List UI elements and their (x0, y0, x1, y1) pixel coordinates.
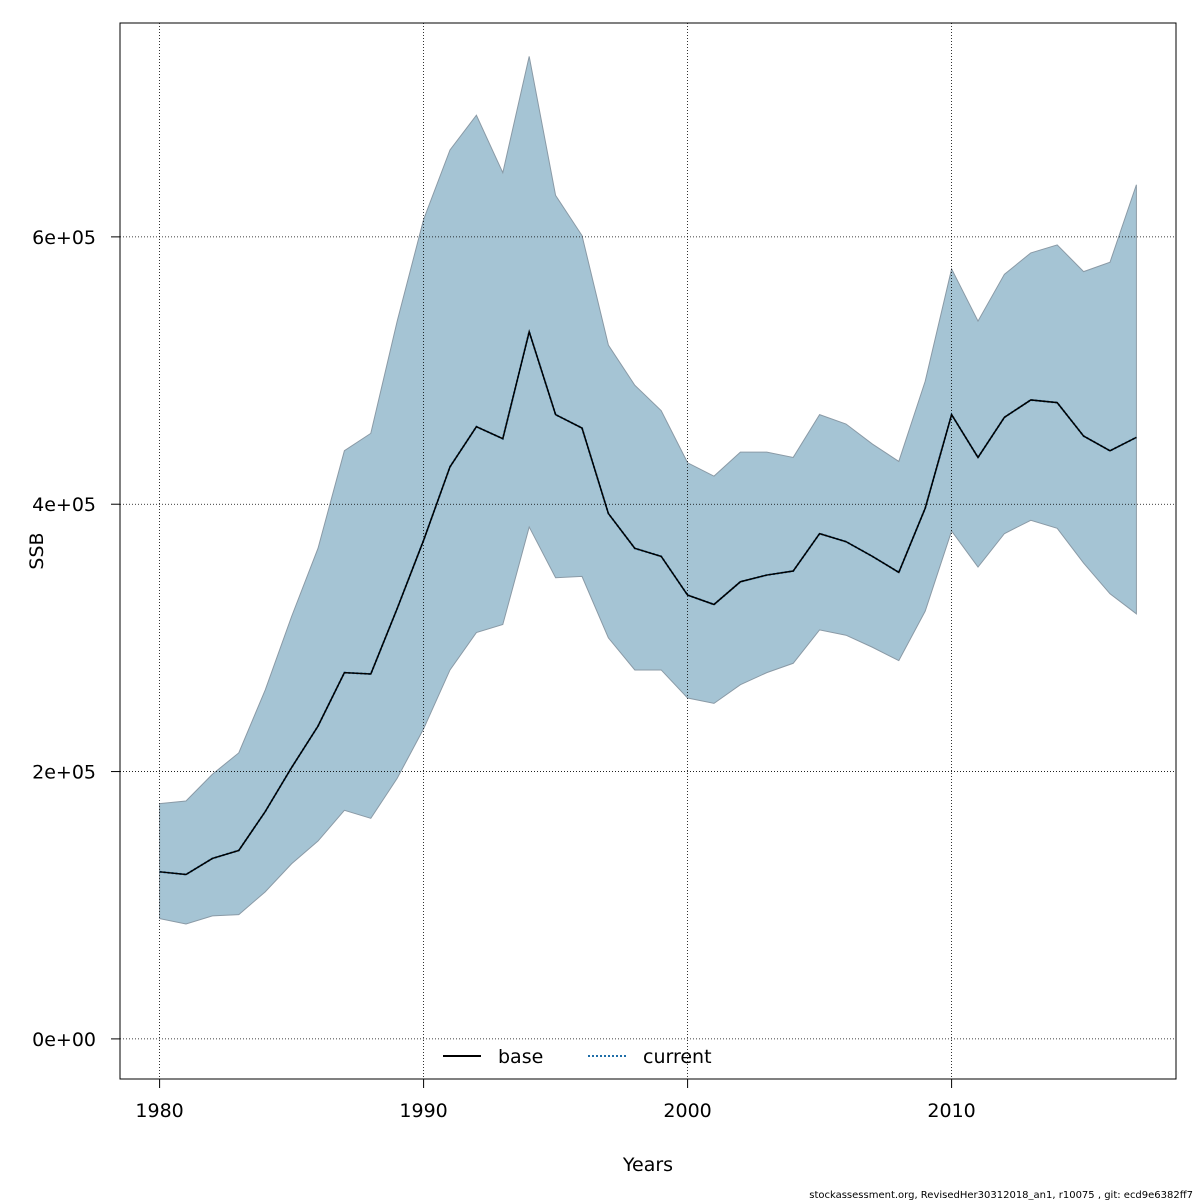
footer-credit: stockassessment.org, RevisedHer30312018_… (809, 1190, 1193, 1200)
x-tick-label: 1990 (399, 1100, 447, 1122)
legend: base current (443, 1046, 712, 1068)
y-axis-label: SSB (26, 532, 48, 569)
y-tick-label: 2e+05 (32, 762, 96, 784)
y-tick-label: 6e+05 (32, 227, 96, 249)
series-line-base (159, 329, 1137, 876)
confidence-band-layer (159, 56, 1137, 925)
x-tick-label: 1980 (135, 1100, 183, 1122)
y-tick-label: 0e+00 (32, 1029, 96, 1051)
plot-frame (119, 22, 1177, 1080)
series-line-layer (159, 328, 1137, 876)
x-axis-label: Years (622, 1154, 673, 1176)
legend-label-current: current (643, 1046, 712, 1068)
grid-layer (120, 23, 1176, 1079)
x-tick-label: 2000 (663, 1100, 711, 1122)
legend-label-base: base (498, 1046, 543, 1068)
confidence-band (159, 56, 1137, 925)
y-tick-label: 4e+05 (32, 494, 96, 516)
x-tick-label: 2010 (927, 1100, 975, 1122)
axes-layer: 1980 1990 2000 2010 0e+00 2e+05 4e+05 6e+05 (32, 227, 976, 1122)
